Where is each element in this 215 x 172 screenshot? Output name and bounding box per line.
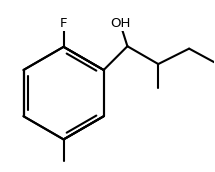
Text: F: F [60, 17, 67, 30]
Text: OH: OH [110, 17, 131, 30]
